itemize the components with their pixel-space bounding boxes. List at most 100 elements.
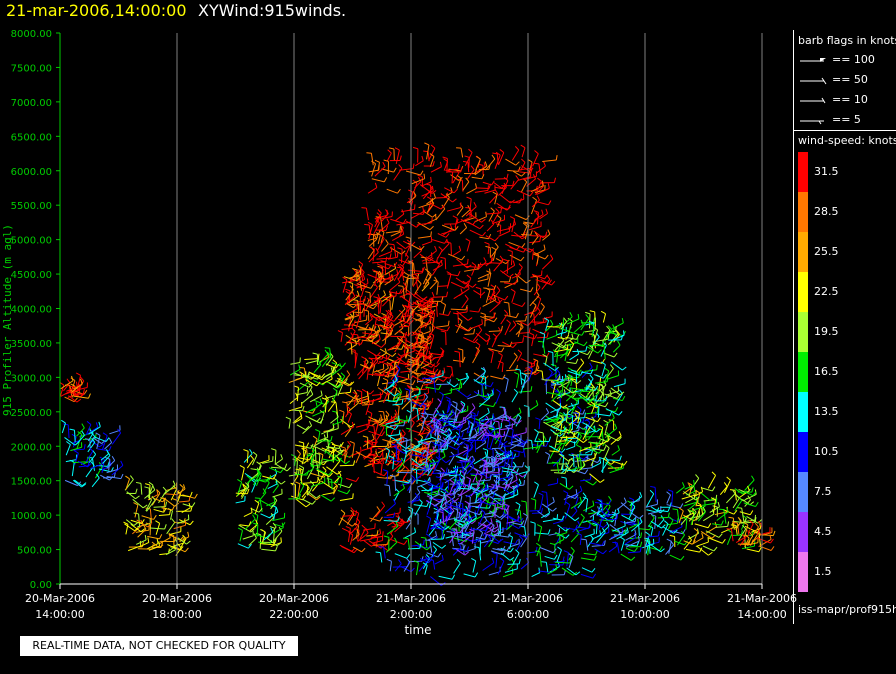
speed-scale-label: 22.5	[814, 285, 839, 298]
wind-barb	[348, 398, 359, 412]
wind-barb	[577, 513, 585, 529]
wind-barb	[386, 558, 392, 572]
wind-barb	[345, 526, 351, 543]
wind-barb	[538, 431, 545, 447]
wind-barb	[735, 516, 742, 531]
wind-barb	[541, 274, 551, 290]
speed-color-swatch	[798, 512, 808, 552]
wind-barb	[688, 508, 697, 522]
x-tick-date: 21-Mar-2006	[376, 592, 446, 605]
wind-barb	[484, 457, 494, 468]
wind-barb	[144, 485, 156, 499]
wind-barb	[436, 326, 451, 332]
wind-barb	[72, 479, 86, 488]
wind-barb	[561, 312, 573, 327]
wind-barb	[523, 334, 538, 340]
wind-barb	[491, 473, 498, 490]
wind-barb	[320, 466, 327, 480]
wind-barb	[503, 483, 517, 489]
wind-barb	[414, 498, 423, 516]
wind-barb	[260, 539, 276, 546]
wind-barb	[383, 516, 400, 522]
wind-barb	[455, 505, 462, 521]
wind-barb	[413, 501, 430, 508]
wind-barb	[294, 442, 310, 448]
wind-barb	[478, 163, 484, 175]
wind-barb	[443, 433, 452, 448]
wind-barb	[534, 529, 551, 535]
wind-barb	[447, 170, 454, 184]
wind-barb	[510, 441, 527, 448]
wind-barb	[429, 310, 436, 323]
wind-barb	[410, 457, 425, 466]
wind-barb	[730, 524, 738, 535]
wind-barb	[452, 245, 462, 257]
wind-barb	[491, 294, 509, 301]
wind-barb	[471, 525, 489, 532]
wind-barb	[321, 351, 331, 367]
wind-barb	[382, 469, 389, 485]
wind-barb	[347, 339, 358, 351]
wind-barb	[374, 161, 386, 177]
wind-barb	[480, 315, 498, 323]
wind-barb	[392, 458, 403, 472]
wind-barb	[452, 258, 469, 267]
wind-barb	[455, 317, 463, 334]
wind-barb	[500, 276, 512, 283]
y-tick-label: 6000.00	[11, 167, 52, 178]
wind-barb	[395, 353, 403, 370]
wind-barb	[167, 544, 184, 551]
wind-barb	[312, 352, 318, 366]
wind-barb	[389, 277, 401, 291]
wind-barb	[346, 290, 360, 305]
wind-barb	[586, 534, 594, 548]
wind-barb	[455, 402, 465, 418]
wind-barb	[340, 421, 355, 436]
wind-barb	[388, 375, 398, 389]
wind-barb	[305, 447, 315, 459]
wind-barb	[321, 423, 335, 435]
wind-barb	[432, 541, 447, 549]
wind-barb	[492, 456, 504, 468]
wind-barb	[552, 376, 564, 385]
wind-barb	[266, 537, 282, 547]
wind-barb	[308, 371, 326, 378]
wind-barb	[536, 183, 550, 195]
wind-barb	[528, 221, 542, 231]
wind-barb	[489, 469, 504, 476]
wind-barb	[255, 470, 262, 487]
wind-barb	[424, 142, 430, 160]
wind-barb	[366, 530, 379, 537]
wind-barb	[443, 193, 450, 208]
wind-barb	[356, 283, 374, 289]
wind-barb	[558, 381, 564, 399]
wind-barb	[471, 557, 477, 573]
wind-barb	[410, 362, 420, 375]
wind-barb	[367, 410, 373, 428]
wind-barb	[344, 425, 352, 438]
wind-barb	[511, 479, 526, 488]
wind-barb	[448, 451, 455, 466]
wind-barb	[416, 217, 433, 226]
wind-barb	[560, 317, 568, 330]
wind-barb	[173, 520, 187, 530]
wind-barb	[109, 425, 121, 435]
wind-barb	[485, 413, 495, 425]
wind-barb	[505, 158, 520, 166]
wind-barb	[600, 310, 607, 323]
wind-barb	[346, 341, 353, 355]
wind-barb	[692, 532, 704, 545]
wind-barb	[411, 331, 419, 346]
wind-barb	[545, 319, 554, 332]
wind-barb	[540, 407, 550, 421]
wind-barb	[559, 326, 572, 332]
wind-barb	[352, 546, 366, 553]
wind-barb	[295, 449, 301, 462]
wind-barb	[137, 524, 147, 538]
wind-barb	[739, 510, 754, 516]
wind-barb	[381, 424, 388, 436]
wind-barb	[338, 509, 346, 526]
wind-barb	[477, 257, 487, 271]
wind-barb	[558, 376, 570, 388]
wind-barb	[418, 334, 432, 341]
